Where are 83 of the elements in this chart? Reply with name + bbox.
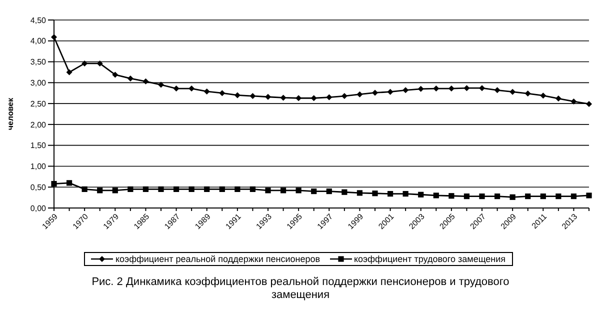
point xyxy=(173,186,180,192)
point xyxy=(66,69,72,76)
point xyxy=(250,186,256,192)
point xyxy=(479,194,485,200)
point xyxy=(142,186,149,192)
point xyxy=(479,85,485,92)
y-tick-label: 0,50 xyxy=(30,182,47,192)
point xyxy=(356,190,363,196)
point xyxy=(418,192,424,198)
point xyxy=(510,194,516,200)
point xyxy=(204,186,210,192)
point xyxy=(142,78,149,84)
point xyxy=(540,92,546,99)
y-tick-label: 1,00 xyxy=(30,162,47,172)
point xyxy=(510,88,516,95)
point xyxy=(342,189,348,195)
y-tick-label: 4,50 xyxy=(30,16,47,25)
point xyxy=(402,190,408,197)
y-tick-label: 3,50 xyxy=(30,58,47,67)
point xyxy=(494,87,500,94)
point xyxy=(494,194,500,200)
point xyxy=(372,190,378,196)
y-tick-label: 0,00 xyxy=(30,204,47,213)
point xyxy=(387,88,394,95)
point xyxy=(188,86,195,92)
point xyxy=(219,90,226,96)
point xyxy=(173,86,180,92)
point xyxy=(540,194,546,200)
point xyxy=(96,60,103,66)
point xyxy=(448,193,454,199)
point xyxy=(556,194,562,200)
point xyxy=(265,94,271,100)
text: Рис. 2 Динкамика коэффициентов реальной поддержки пенсионеров и трудового замещения xyxy=(90,276,510,302)
point xyxy=(433,192,439,198)
legend-label: коэффициент реальной поддержки пенсионеров xyxy=(114,254,320,264)
point xyxy=(234,92,240,98)
point xyxy=(112,188,118,194)
point xyxy=(280,94,286,101)
point xyxy=(158,82,164,88)
point xyxy=(402,87,409,94)
point xyxy=(82,186,88,192)
point xyxy=(310,95,317,102)
point xyxy=(296,188,302,194)
point xyxy=(586,192,592,198)
legend-label: коэффициент трудового замещения xyxy=(353,254,506,264)
y-axis-title: человек xyxy=(6,96,15,130)
point xyxy=(188,186,194,192)
point xyxy=(128,186,134,192)
y-tick-label: 1,50 xyxy=(30,141,47,150)
point xyxy=(356,91,363,98)
point xyxy=(555,96,562,102)
point xyxy=(433,86,440,92)
point xyxy=(250,93,256,100)
point xyxy=(66,180,72,186)
point xyxy=(341,93,348,100)
point xyxy=(570,194,577,200)
point xyxy=(204,88,210,94)
point xyxy=(265,188,271,194)
point xyxy=(570,98,577,104)
point xyxy=(524,90,531,97)
point xyxy=(418,86,424,92)
point xyxy=(51,34,57,40)
point xyxy=(112,72,118,78)
y-tick-label: 2,00 xyxy=(30,120,47,130)
point xyxy=(280,188,286,194)
point xyxy=(387,190,394,197)
point xyxy=(372,90,378,96)
y-tick-label: 2,50 xyxy=(30,99,47,108)
point xyxy=(464,85,470,92)
point xyxy=(127,75,134,82)
point xyxy=(51,180,57,187)
point xyxy=(586,100,592,107)
point xyxy=(97,188,103,194)
point xyxy=(525,194,531,200)
y-tick-label: 4,00 xyxy=(30,36,47,46)
point xyxy=(326,94,332,100)
point xyxy=(311,188,317,194)
point xyxy=(219,186,225,192)
point xyxy=(234,186,240,192)
point xyxy=(158,186,164,192)
y-tick-label: 3,00 xyxy=(30,78,47,88)
point xyxy=(326,188,332,194)
point xyxy=(464,194,470,200)
